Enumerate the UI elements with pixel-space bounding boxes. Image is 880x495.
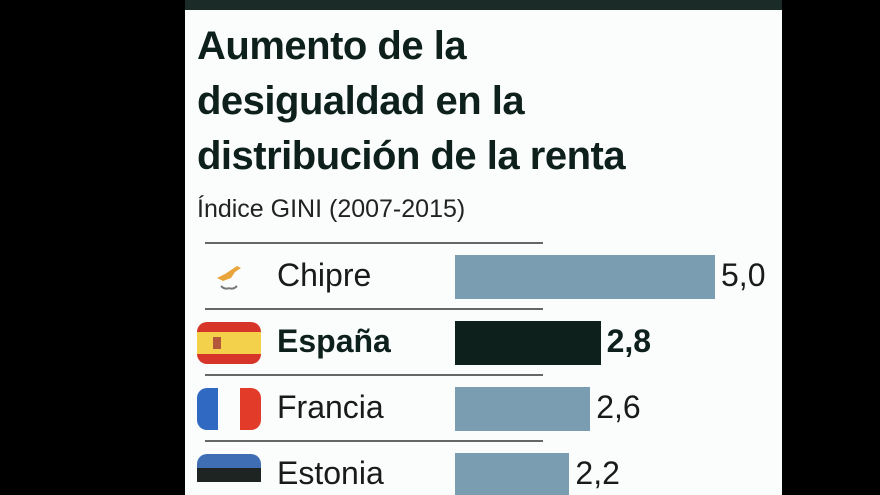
row-separator	[205, 374, 543, 376]
top-rule	[185, 0, 782, 10]
category-label: Estonia	[277, 455, 384, 491]
spain-flag-icon	[197, 322, 261, 364]
infographic-panel: Aumento de la desigualdad en la distribu…	[185, 0, 782, 495]
row-separator	[205, 440, 543, 442]
bar-chipre	[455, 255, 715, 299]
value-label: 5,0	[721, 257, 766, 293]
chart-title-line-2: desigualdad en la	[197, 79, 525, 123]
category-label: Francia	[277, 389, 384, 425]
row-separator	[205, 242, 543, 244]
row-separator	[205, 308, 543, 310]
chart-title-line-1: Aumento de la	[197, 24, 467, 68]
chart-subtitle: Índice GINI (2007-2015)	[197, 195, 466, 223]
bar-españa	[455, 321, 601, 365]
bar-estonia	[455, 453, 570, 495]
value-label: 2,6	[596, 389, 641, 425]
category-label: Chipre	[277, 257, 372, 293]
chart-title-line-3: distribución de la renta	[197, 134, 626, 178]
estonia-flag-icon	[197, 454, 261, 495]
value-label: 2,8	[606, 323, 652, 359]
cyprus-flag-icon	[197, 256, 261, 298]
france-flag-icon	[197, 388, 261, 430]
category-label: España	[277, 323, 391, 359]
value-label: 2,2	[575, 455, 620, 491]
bar-francia	[455, 387, 591, 431]
